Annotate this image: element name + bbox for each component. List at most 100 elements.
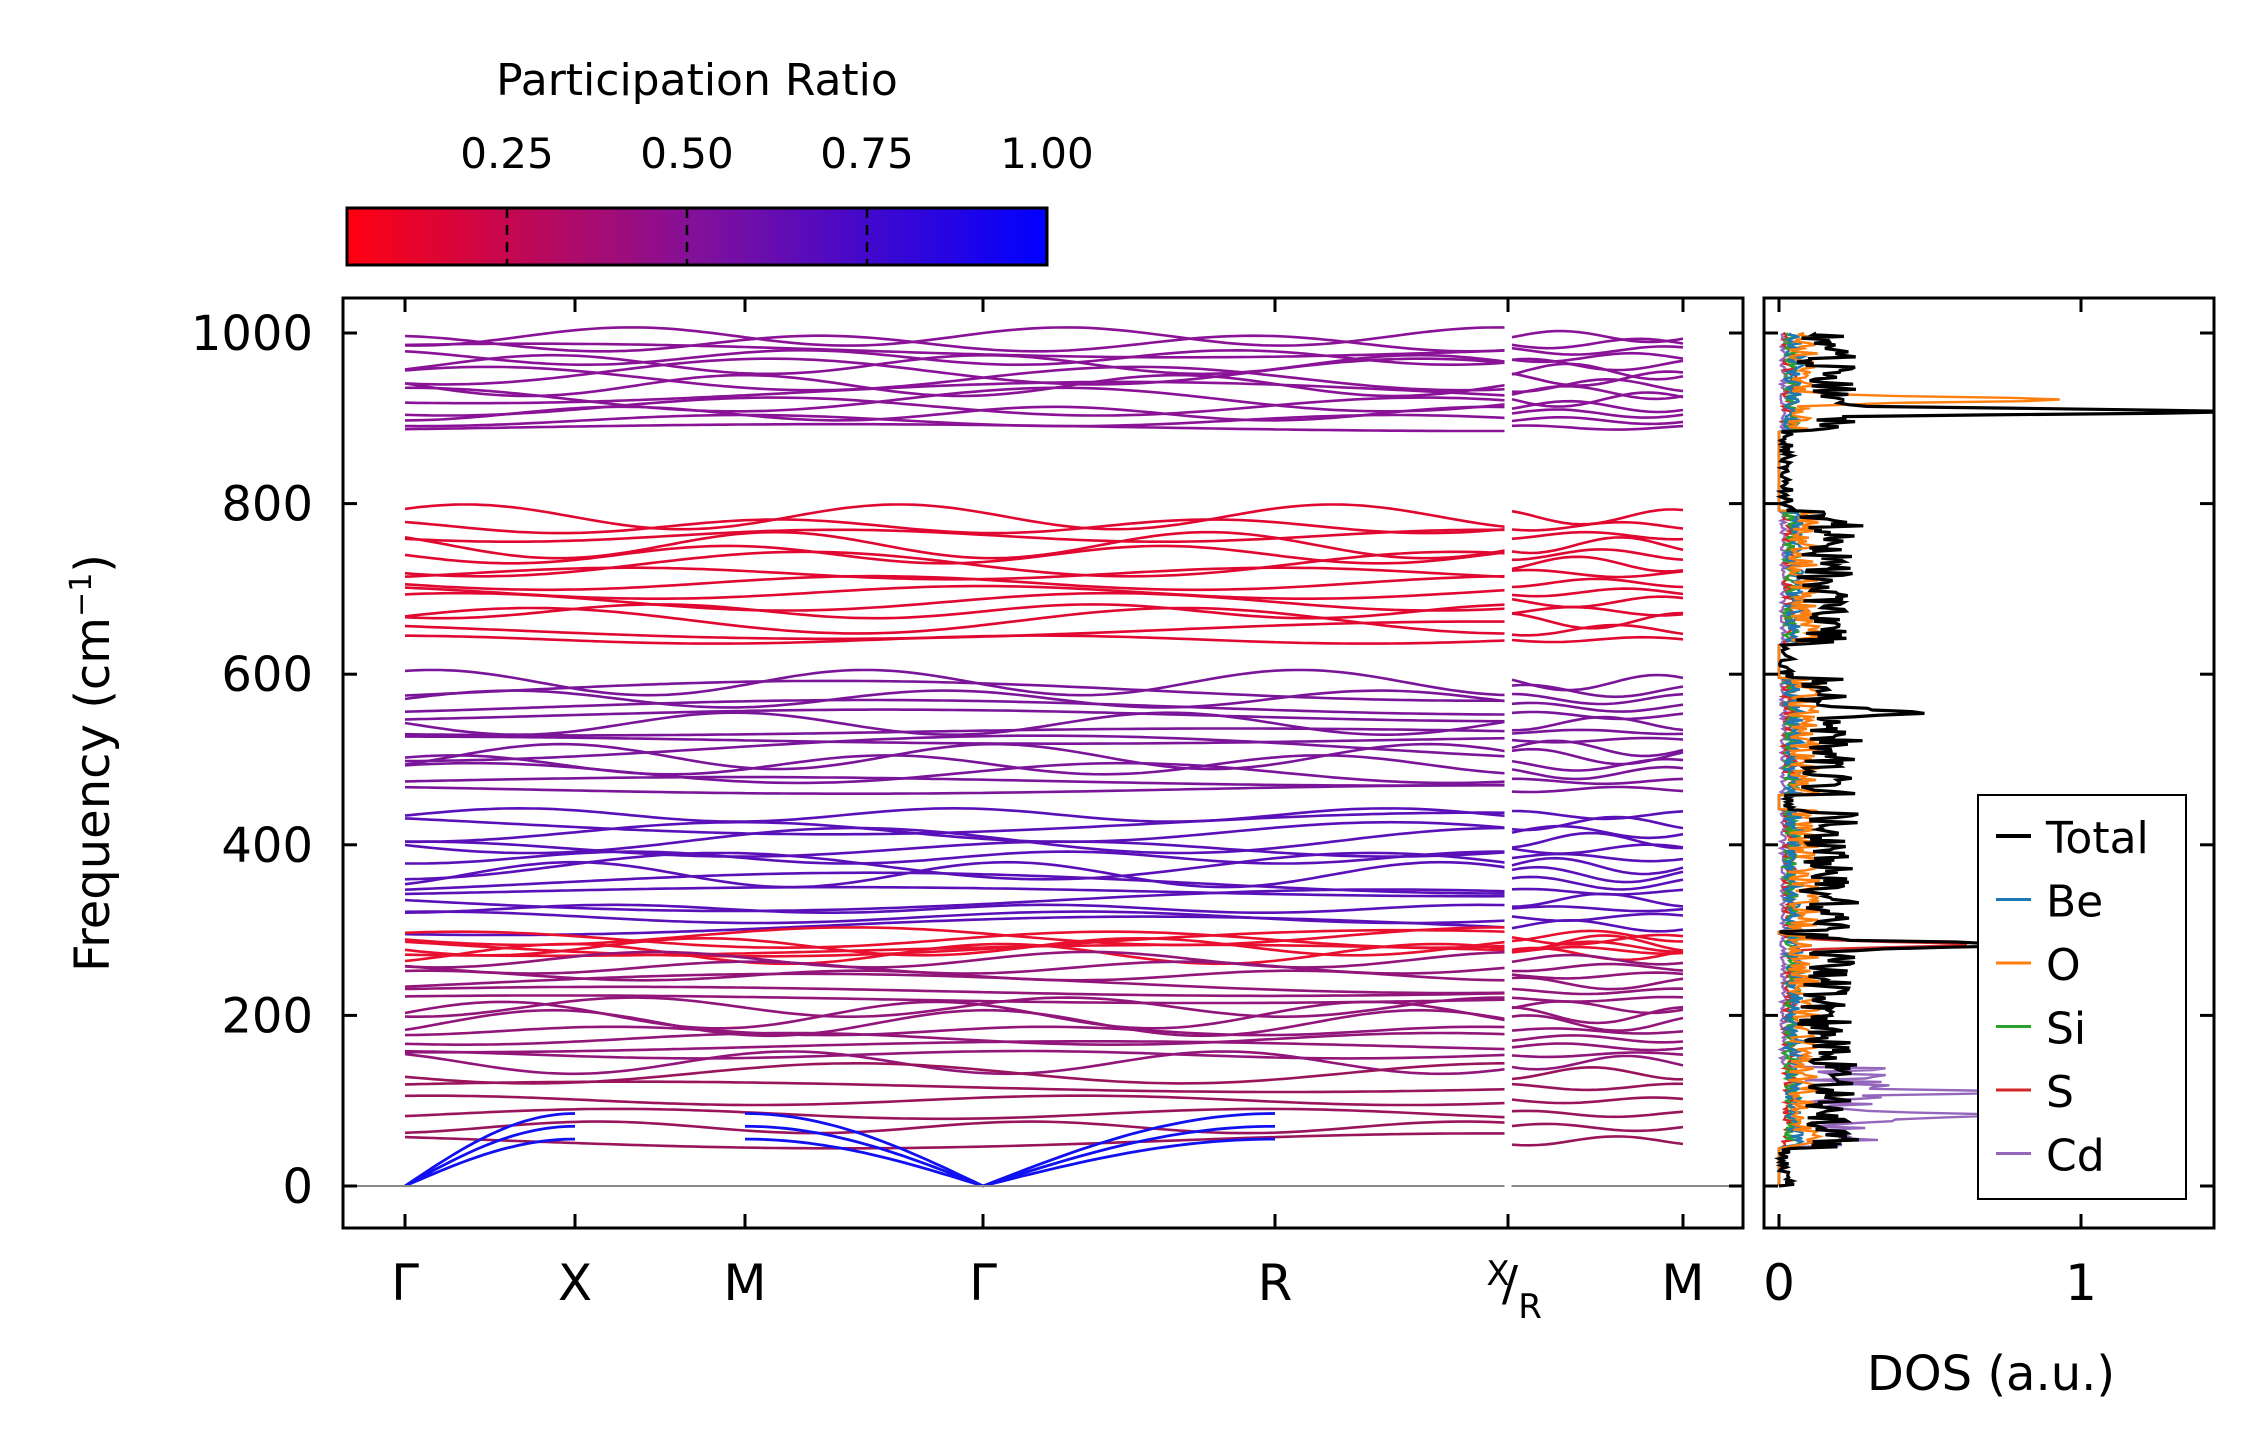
band-line [404, 1062, 1684, 1085]
band-line [404, 373, 1684, 398]
band-frame [341, 296, 1745, 1230]
band-line [404, 396, 1684, 417]
acoustic-branch [404, 1112, 1276, 1188]
acoustic-branch [404, 1137, 1275, 1188]
band-line [404, 503, 1684, 531]
band-line [404, 742, 1684, 771]
y-tick-label: 1000 [191, 306, 313, 362]
dos-frame [1762, 296, 2216, 1230]
band-line [405, 1040, 1684, 1054]
legend-label: Cd [2046, 1131, 2105, 1182]
dos-x-axis-label: DOS (a.u.) [1867, 1346, 2115, 1402]
band-line [404, 754, 1684, 776]
colorbar: Participation Ratio 0.25 0.50 0.75 1.00 [345, 55, 1094, 267]
band-line [404, 972, 1684, 995]
band-line [404, 1031, 1684, 1046]
y-tick-label: 600 [221, 647, 313, 703]
band-line [404, 334, 1684, 353]
x-tick-label: / [1502, 1256, 1519, 1312]
band-line [404, 365, 1684, 392]
y-tick-label: 800 [221, 477, 313, 533]
band-line [405, 840, 1684, 858]
band-line [405, 850, 1684, 865]
band-line [404, 994, 1684, 1005]
colorbar-tick-label: 0.75 [820, 129, 914, 178]
dos-x-tick-label: 0 [1763, 1254, 1795, 1312]
band-line [404, 871, 1684, 895]
y-tick-label: 400 [221, 818, 313, 874]
band-line [404, 950, 1684, 969]
y-tick-label: 200 [221, 988, 313, 1044]
dos-x-tick-label: 1 [2065, 1254, 2097, 1312]
band-line [404, 885, 1684, 898]
band-line [404, 960, 1684, 975]
y-axis-label: Frequency (cm−1) [64, 554, 121, 972]
x-axis: Γ X M Γ R X/R M [391, 298, 1705, 1327]
legend-frame [1977, 794, 2187, 1200]
x-tick-label: R [1258, 1254, 1293, 1312]
band-line [404, 326, 1684, 347]
y-axis: 0 200 400 600 800 1000 [191, 306, 1743, 1215]
band-line [404, 1132, 1684, 1150]
legend-label: Total [2045, 813, 2149, 864]
band-line [404, 606, 1684, 635]
x-tick-label: Γ [969, 1254, 997, 1312]
band-line [404, 518, 1684, 535]
band-line [404, 528, 1684, 543]
dos-lines [1773, 331, 2214, 1188]
dos-line-total [1773, 331, 2214, 1188]
colorbar-tick-label: 0.25 [460, 129, 554, 178]
band-line [404, 811, 1684, 836]
x-tick-label: X [558, 1254, 592, 1312]
x-tick-label: Γ [391, 1254, 419, 1312]
band-line [404, 775, 1684, 787]
band-line [405, 1094, 1684, 1107]
legend-label: O [2046, 940, 2081, 991]
band-line [404, 915, 1684, 937]
colorbar-tick-label: 0.50 [640, 129, 734, 178]
band-line [404, 1120, 1684, 1135]
band-line [404, 544, 1684, 565]
band-line [404, 936, 1684, 957]
band-line [404, 1000, 1684, 1030]
band-line [404, 1049, 1684, 1060]
band-line [405, 386, 1684, 413]
legend: Total Be O Si S Cd [1977, 794, 2187, 1200]
band-line [405, 735, 1684, 745]
band-line [404, 566, 1684, 581]
legend-label: Si [2046, 1004, 2086, 1055]
band-line [404, 530, 1684, 560]
colorbar-title: Participation Ratio [496, 55, 898, 106]
x-tick-label: X [1486, 1254, 1509, 1294]
band-line [404, 734, 1684, 763]
band-line [404, 910, 1684, 925]
x-tick-label: M [1661, 1254, 1704, 1312]
band-line [404, 820, 1684, 844]
band-line [405, 634, 1684, 645]
band-line [404, 996, 1684, 1018]
band-line [404, 708, 1684, 723]
band-line [404, 784, 1684, 795]
y-tick-label: 0 [282, 1159, 313, 1215]
acoustic-branch [404, 1124, 1276, 1188]
band-line [404, 679, 1684, 702]
band-line [404, 903, 1684, 914]
band-line [404, 928, 1684, 958]
band-lines [404, 326, 1684, 1188]
band-line [404, 1050, 1684, 1076]
band-line [404, 930, 1684, 950]
band-line [404, 860, 1684, 889]
band-line [404, 1107, 1684, 1121]
band-line [404, 422, 1684, 433]
band-line [404, 584, 1684, 600]
band-line [405, 413, 1684, 428]
band-line [404, 806, 1684, 823]
band-line [404, 888, 1684, 913]
band-line [404, 926, 1684, 947]
legend-label: Be [2046, 877, 2103, 928]
x-tick-label: R [1518, 1287, 1542, 1327]
